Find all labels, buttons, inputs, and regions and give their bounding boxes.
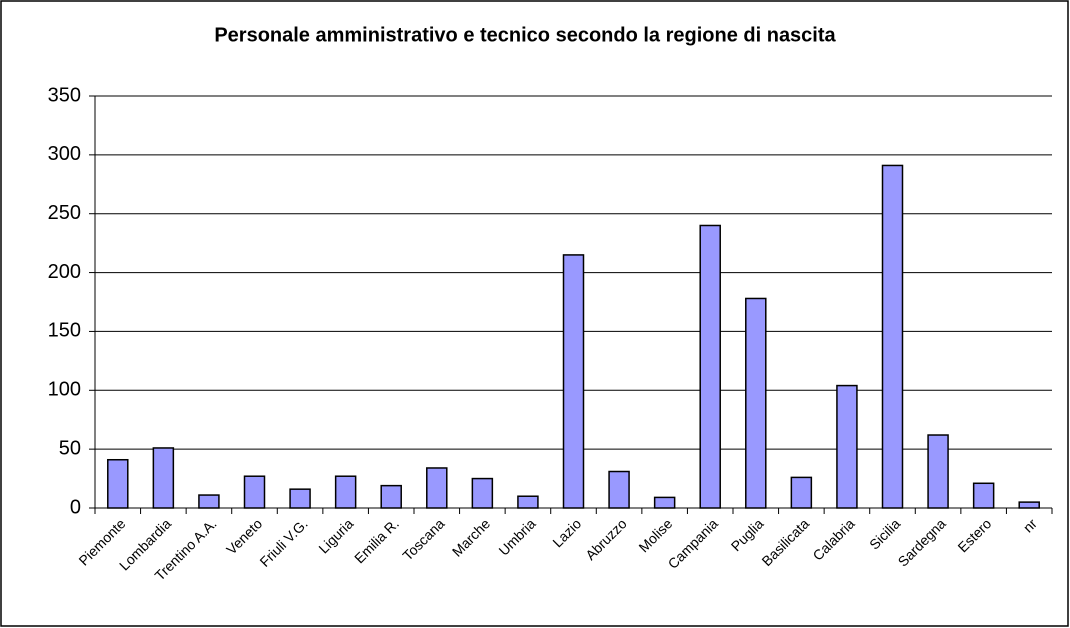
bar [1018, 501, 1040, 509]
bar [608, 470, 630, 509]
bar [881, 164, 904, 509]
bar [107, 458, 129, 509]
y-tick-label: 0 [70, 496, 81, 518]
bar [380, 484, 402, 509]
bar [653, 496, 676, 509]
bar [927, 434, 949, 509]
bar [517, 495, 539, 509]
y-tick-label: 150 [48, 320, 81, 342]
y-tick-label: 350 [48, 84, 81, 106]
bar [334, 475, 357, 509]
bar [972, 482, 995, 509]
bar [836, 384, 858, 509]
y-tick-label: 300 [48, 143, 81, 165]
y-tick-label: 250 [48, 202, 81, 224]
y-tick-label: 200 [48, 261, 81, 283]
chart-title: Personale amministrativo e tecnico secon… [214, 24, 836, 46]
bar [790, 476, 813, 509]
bar [426, 467, 448, 509]
y-tick-label: 100 [48, 379, 81, 401]
bar [471, 477, 494, 509]
bar [699, 224, 721, 509]
bar [152, 447, 175, 509]
y-tick-label: 50 [59, 437, 81, 459]
bar [289, 488, 311, 509]
bar [562, 254, 585, 509]
bar [243, 475, 266, 509]
bar [198, 494, 220, 509]
bar [745, 297, 767, 509]
